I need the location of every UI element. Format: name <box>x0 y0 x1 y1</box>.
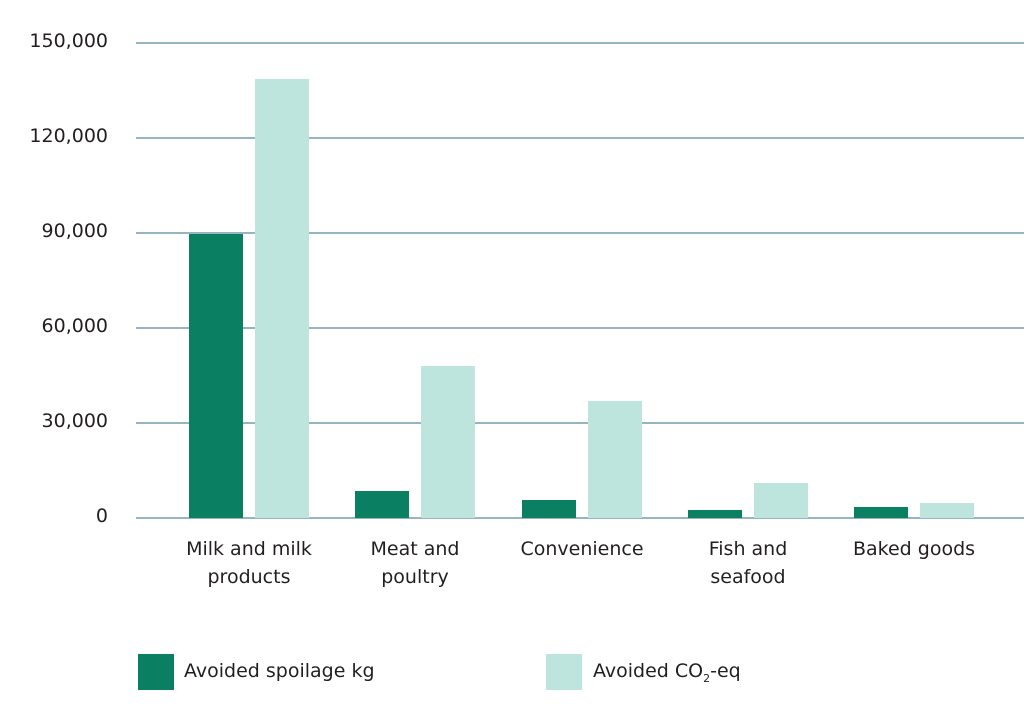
legend-label-spoilage: Avoided spoilage kg <box>184 660 375 682</box>
y-tick-label: 60,000 <box>41 315 108 337</box>
x-category-label: Fish and seafood <box>708 538 788 588</box>
x-category-label: Milk and milk products <box>186 538 312 588</box>
bar-co2 <box>754 483 808 518</box>
bar-spoilage <box>189 233 243 518</box>
legend-swatch-spoilage <box>138 654 174 690</box>
x-category-label: Convenience <box>520 538 644 560</box>
x-category-label: Baked goods <box>852 538 976 560</box>
gridline <box>136 42 1024 44</box>
y-tick-label: 120,000 <box>29 125 108 147</box>
legend-label-co2: Avoided CO2-eq <box>593 660 741 685</box>
legend-swatch-co2 <box>546 654 582 690</box>
gridline <box>136 327 1024 329</box>
gridline <box>136 232 1024 234</box>
y-tick-label: 150,000 <box>29 30 108 52</box>
x-category-label: Meat and poultry <box>370 538 460 588</box>
y-tick-label: 90,000 <box>41 220 108 242</box>
bar-spoilage <box>522 499 576 518</box>
gridline <box>136 517 1024 519</box>
bar-co2 <box>588 400 642 518</box>
bar-spoilage <box>355 491 409 518</box>
bar-co2 <box>255 79 309 518</box>
gridline <box>136 422 1024 424</box>
bar-co2 <box>421 366 475 518</box>
y-tick-label: 30,000 <box>41 410 108 432</box>
bar-spoilage <box>854 506 908 518</box>
gridline <box>136 137 1024 139</box>
bar-co2 <box>920 503 974 518</box>
y-tick-label: 0 <box>95 505 108 527</box>
bar-spoilage <box>688 510 742 518</box>
